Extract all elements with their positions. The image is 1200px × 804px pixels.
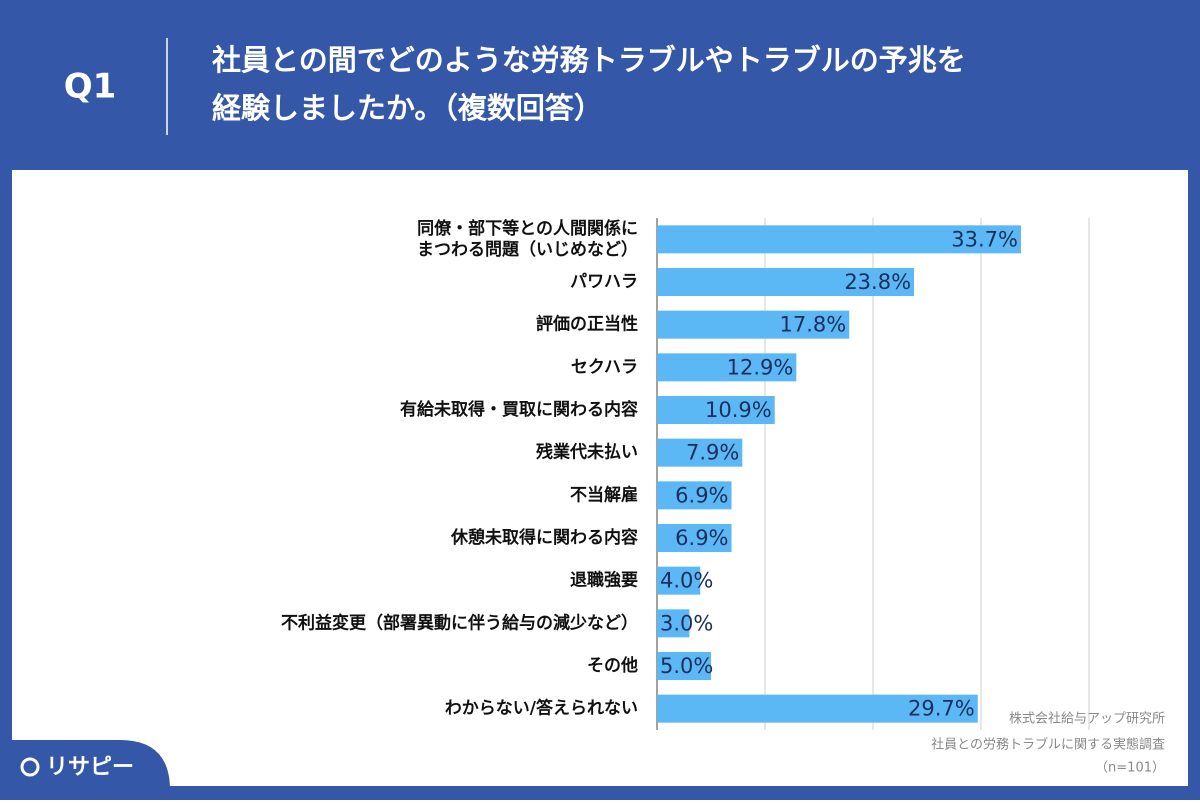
source-line: 株式会社給与アップ研究所 <box>1009 711 1165 727</box>
bar <box>657 310 850 339</box>
bar <box>657 268 915 296</box>
bar <box>657 566 701 595</box>
value-label: 17.8% <box>780 313 847 337</box>
bar <box>657 524 732 552</box>
value-label: 7.9% <box>686 441 739 465</box>
title-line: 社員との間でどのような労務トラブルやトラブルの予兆を <box>212 43 966 77</box>
bar <box>657 609 690 638</box>
value-label: 3.0% <box>660 611 713 635</box>
bar <box>657 694 978 723</box>
source-line: 社員との労務トラブルに関する実態調査 <box>931 737 1165 753</box>
title-line: 経験しましたか。（複数回答） <box>212 91 603 125</box>
logo-icon <box>20 757 40 777</box>
panel <box>12 170 1188 786</box>
bar <box>657 481 732 510</box>
category-label: 有給未取得・買取に関わる内容 <box>400 399 638 420</box>
value-label: 23.8% <box>844 270 911 294</box>
category-label: 不当解雇 <box>570 484 638 505</box>
category-label: パワハラ <box>570 272 638 292</box>
value-label: 6.9% <box>675 483 728 507</box>
value-label: 10.9% <box>705 398 772 422</box>
bar <box>657 652 711 680</box>
bar <box>657 396 775 424</box>
plot: 同僚・部下等との人間関係にまつわる問題（いじめなど） 33.7% パワハラ 23.8%… <box>281 218 1090 730</box>
value-label: 4.0% <box>660 569 713 593</box>
logo-text: リサピー <box>46 755 134 780</box>
category-label: その他 <box>587 655 638 676</box>
category-label: 退職強要 <box>570 570 638 591</box>
category-label: わからない/答えられない <box>445 698 638 719</box>
category-label: 評価の正当性 <box>536 314 638 335</box>
source-line: （n=101） <box>1095 761 1165 776</box>
category-label: 不利益変更（部署異動に伴う給与の減少など） <box>281 612 638 633</box>
bar <box>657 225 1021 254</box>
value-label: 5.0% <box>660 654 713 678</box>
value-label: 29.7% <box>908 697 975 721</box>
bar <box>657 353 797 382</box>
value-label: 33.7% <box>951 227 1018 251</box>
category-label: セクハラ <box>571 357 638 377</box>
category-label: 休憩未取得に関わる内容 <box>450 527 638 548</box>
bar <box>657 438 743 467</box>
category-label: 残業代未払い <box>536 442 638 463</box>
question-number: Q1 <box>64 67 117 107</box>
category-label: 同僚・部下等との人間関係にまつわる問題（いじめなど） <box>417 218 638 260</box>
logo-badge <box>0 740 170 800</box>
value-label: 12.9% <box>727 355 794 379</box>
value-label: 6.9% <box>675 526 728 550</box>
